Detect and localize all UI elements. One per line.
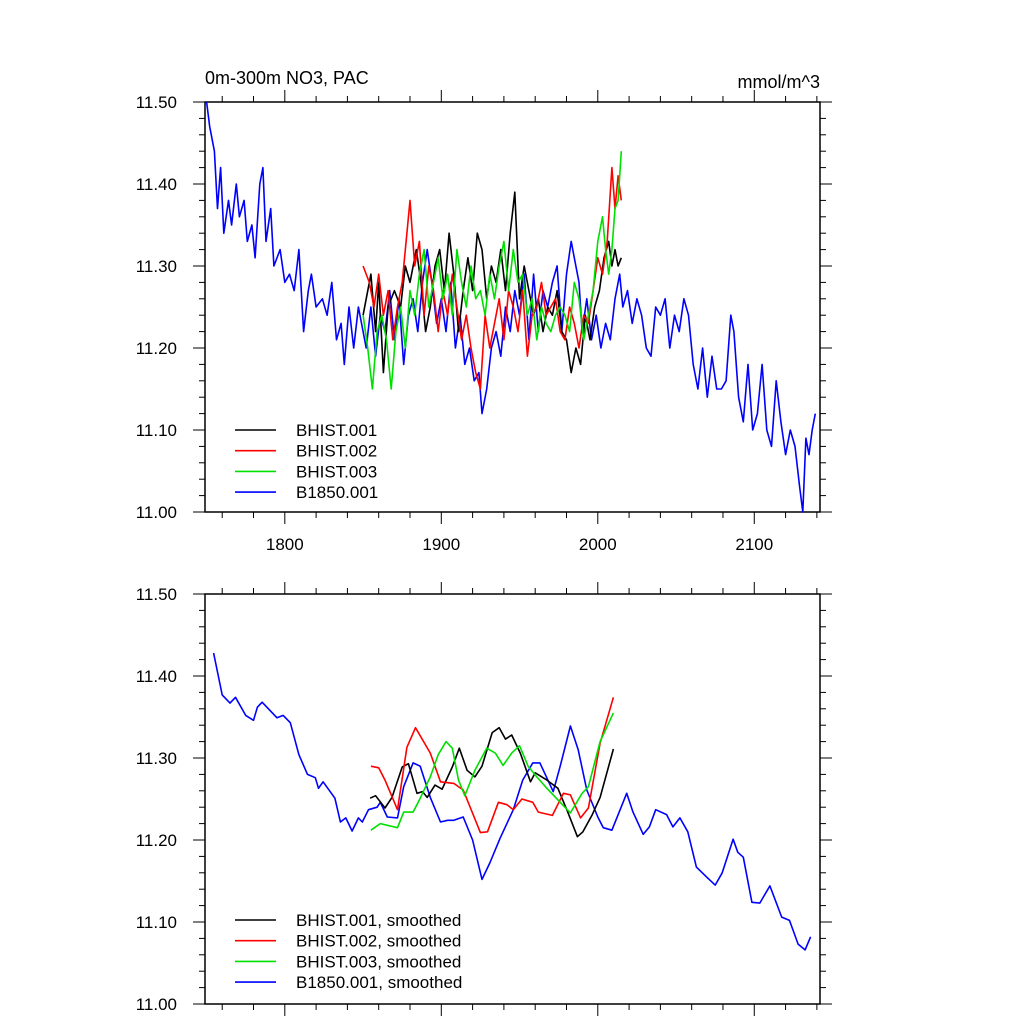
series-line-b1850-001 [205,101,817,513]
y-tick-label: 11.50 [136,93,177,112]
y-tick-label: 11.10 [136,421,177,440]
x-tick-label: 2000 [579,535,617,554]
y-tick-label: 11.20 [136,339,177,358]
y-tick-label: 11.20 [136,831,177,850]
y-tick-label: 11.00 [136,995,177,1014]
chart-units: mmol/m^3 [738,72,820,92]
y-tick-label: 11.40 [136,175,177,194]
series-line-bhist-002 [362,166,623,390]
x-tick-label: 1900 [422,535,460,554]
x-tick-label: 1800 [266,535,304,554]
legend-label: BHIST.002 [296,442,377,461]
y-tick-label: 11.00 [136,503,177,522]
legend-label: BHIST.003 [296,462,377,481]
series-line-bhist-003 [362,151,623,390]
series-line-bhist-003-smoothed [370,712,615,831]
legend-label: B1850.001 [296,483,378,502]
y-tick-label: 11.30 [136,257,177,276]
x-tick-label: 2100 [735,535,773,554]
y-tick-label: 11.10 [136,913,177,932]
series-line-bhist-001-smoothed [369,726,615,838]
legend-label: B1850.001, smoothed [296,973,462,992]
plot-panel-2: 11.00 11.10 11.20 11.30 11.40 11.50 BHIST.001,… [136,582,832,1016]
legend-label: BHIST.001, smoothed [296,911,461,930]
legend: BHIST.001, smoothed BHIST.002, smoothedBH… [235,911,462,992]
y-tick-label: 11.50 [136,585,177,604]
series-line-bhist-002-smoothed [370,697,615,834]
plot-frame [204,593,821,1005]
legend-label: BHIST.001 [296,421,377,440]
y-tick-label: 11.30 [136,749,177,768]
plot-frame [204,101,821,513]
y-tick-label: 11.40 [136,667,177,686]
legend-label: BHIST.002, smoothed [296,932,461,951]
legend-label: BHIST.003, smoothed [296,952,461,971]
series-line-b1850-001-smoothed [212,652,812,951]
chart-title: 0m-300m NO3, PAC [205,68,369,88]
plot-panel-1: 1800 1900 2000 2100 11.00 11.10 11.20 11.30 11.4… [136,90,832,554]
